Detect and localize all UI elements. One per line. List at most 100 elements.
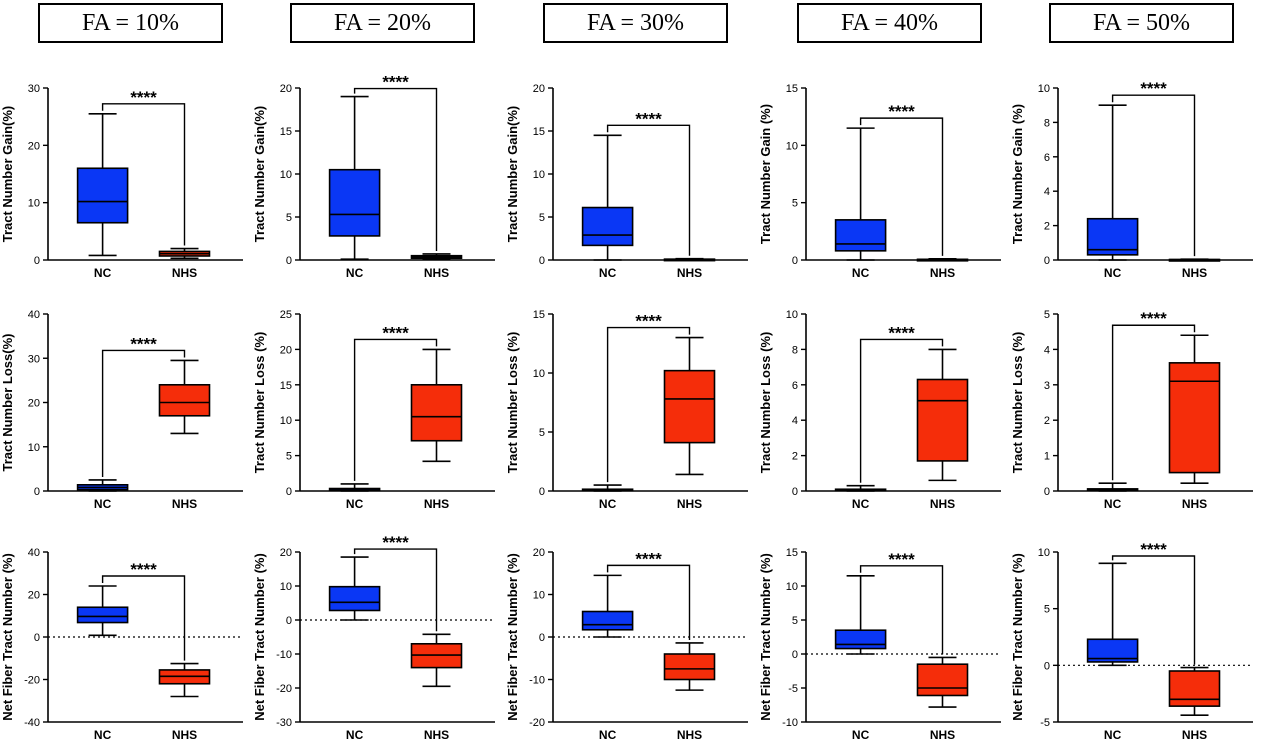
y-tick-label: -30 [276, 717, 292, 729]
significance-stars: **** [130, 88, 157, 107]
y-tick-label: -10 [276, 649, 292, 661]
header-fa-40: FA = 40% [797, 3, 982, 43]
y-axis-title: Net Fiber Tract Number (%) [0, 553, 15, 721]
x-category-label: NC [1104, 266, 1122, 280]
significance-stars: **** [635, 549, 662, 568]
box-iqr [76, 167, 129, 224]
y-tick-label: 10 [533, 368, 545, 380]
y-tick-label: 5 [1044, 309, 1050, 321]
header-fa-20: FA = 20% [290, 3, 475, 43]
y-tick-label: 10 [533, 169, 545, 181]
y-tick-label: 1 [1044, 451, 1050, 463]
y-tick-label: 5 [792, 198, 798, 210]
box-nc [1086, 482, 1139, 492]
x-category-label: NHS [172, 266, 197, 280]
box-nc [581, 574, 634, 638]
y-axis-title: Tract Number Loss(%) [0, 334, 15, 472]
significance-bracket [1111, 555, 1196, 665]
box-nc [1086, 562, 1139, 667]
y-tick-label: 15 [533, 309, 545, 321]
box-iqr [1086, 638, 1139, 663]
y-tick-label: -5 [788, 683, 798, 695]
box-iqr [158, 383, 211, 417]
y-tick-label: 8 [792, 344, 798, 356]
box-iqr [328, 168, 381, 237]
x-category-label: NC [94, 497, 112, 511]
y-tick-label: 0 [1044, 486, 1050, 498]
significance-stars: **** [130, 560, 157, 579]
box-nhs [410, 633, 463, 688]
x-category-label: NHS [930, 497, 955, 511]
y-tick-label: 20 [280, 344, 292, 356]
header-fa-10: FA = 10% [38, 3, 223, 43]
box-nhs [663, 642, 716, 691]
y-tick-label: 5 [539, 212, 545, 224]
significance-bracket [859, 565, 944, 655]
significance-stars: **** [382, 323, 409, 342]
y-tick-label: 0 [792, 649, 798, 661]
box-nc [1086, 104, 1139, 261]
y-tick-label: -20 [24, 675, 40, 687]
box-iqr [410, 383, 463, 442]
box-nhs [410, 253, 463, 261]
y-tick-label: 10 [786, 140, 798, 152]
box-nc [581, 484, 634, 492]
box-iqr [916, 378, 969, 462]
x-category-label: NHS [1182, 266, 1207, 280]
y-tick-label: 15 [280, 380, 292, 392]
significance-stars: **** [888, 102, 915, 121]
x-category-label: NC [94, 728, 112, 742]
y-tick-label: 6 [792, 380, 798, 392]
y-tick-label: 0 [286, 486, 292, 498]
boxplot-gain-2: 0 5 10 15 20 Tract Number Gain(%) NC NHS **** [505, 83, 748, 280]
x-category-label: NHS [677, 728, 702, 742]
y-tick-label: 20 [28, 590, 40, 602]
boxplot-loss-3: 0 2 4 6 8 10 Tract Number Loss (%) NC NHS **** [758, 309, 1001, 511]
y-axis-title: Tract Number Loss (%) [758, 332, 773, 474]
y-tick-label: 5 [792, 615, 798, 627]
significance-bracket [606, 124, 691, 256]
significance-bracket [353, 548, 438, 632]
box-nhs [1168, 334, 1221, 485]
y-tick-label: 4 [1044, 186, 1050, 198]
y-axis-title: Net Fiber Tract Number (%) [252, 553, 267, 721]
box-iqr [76, 606, 129, 624]
y-axis-title: Tract Number Loss (%) [1010, 332, 1025, 474]
significance-bracket [353, 87, 438, 251]
y-axis-title: Tract Number Loss (%) [252, 332, 267, 474]
y-tick-label: 10 [28, 442, 40, 454]
y-tick-label: 3 [1044, 380, 1050, 392]
y-tick-label: 40 [28, 547, 40, 559]
box-nhs [916, 656, 969, 708]
y-tick-label: 0 [286, 255, 292, 267]
box-nc [834, 127, 887, 261]
header-fa-50: FA = 50% [1049, 3, 1234, 43]
boxplot-net-4: -5 0 5 10 Net Fiber Tract Number (%) NC NHS ***… [1010, 540, 1253, 742]
y-tick-label: 10 [786, 581, 798, 593]
box-iqr [1086, 217, 1139, 256]
y-tick-label: 0 [34, 255, 40, 267]
y-tick-label: 0 [34, 486, 40, 498]
y-tick-label: 0 [34, 632, 40, 644]
box-nc [834, 484, 887, 492]
y-tick-label: -10 [782, 717, 798, 729]
y-tick-label: 20 [533, 83, 545, 95]
y-tick-label: 0 [539, 486, 545, 498]
significance-bracket [101, 349, 186, 477]
y-axis-title: Tract Number Gain (%) [758, 104, 773, 244]
significance-bracket [1111, 94, 1196, 257]
x-category-label: NC [346, 266, 364, 280]
box-nhs [410, 348, 463, 463]
x-category-label: NC [346, 728, 364, 742]
box-nhs [916, 348, 969, 482]
y-tick-label: 10 [28, 198, 40, 210]
y-tick-label: 5 [539, 427, 545, 439]
x-category-label: NHS [424, 728, 449, 742]
y-tick-label: 10 [1038, 547, 1050, 559]
box-nhs [1168, 666, 1221, 717]
y-tick-label: 10 [280, 581, 292, 593]
y-tick-label: 0 [792, 486, 798, 498]
y-tick-label: 0 [1044, 660, 1050, 672]
y-tick-label: 20 [533, 547, 545, 559]
